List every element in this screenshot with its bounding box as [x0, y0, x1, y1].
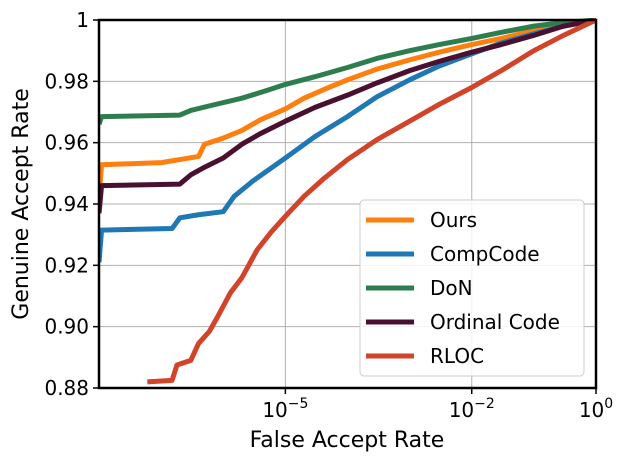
legend-label-ordinal-code: Ordinal Code	[430, 310, 560, 334]
legend-label-ours: Ours	[430, 208, 477, 232]
x-tick-label-base: 10	[449, 398, 474, 422]
x-tick-label: 100	[579, 396, 613, 422]
y-tick-label: 0.92	[44, 253, 89, 277]
x-tick-label: 10−5	[262, 396, 308, 422]
legend-label-don: DoN	[430, 276, 473, 300]
y-axis: 0.88 0.90 0.92 0.94 0.96 0.98 1	[44, 8, 99, 400]
y-tick-label: 0.90	[44, 315, 89, 339]
legend-label-rloc: RLOC	[430, 344, 484, 368]
series-line-ordinal-code	[99, 18, 596, 214]
series-line-ours	[99, 18, 596, 199]
x-tick-label-exponent: −5	[288, 396, 309, 412]
y-axis-title: Genuine Accept Rate	[9, 88, 34, 319]
y-tick-label: 0.94	[44, 192, 89, 216]
series-line-don	[99, 18, 596, 126]
y-tick-label: 0.88	[44, 376, 89, 400]
series-line-rloc	[147, 18, 596, 385]
y-tick-label: 1	[76, 8, 89, 32]
legend-label-compcode: CompCode	[430, 242, 540, 266]
legend: Ours CompCode DoN Ordinal Code RLOC	[359, 199, 585, 377]
x-tick-label: 10−2	[449, 396, 495, 422]
plot-series	[99, 18, 596, 385]
x-tick-label-base: 10	[579, 398, 604, 422]
y-tick-label: 0.98	[44, 69, 89, 93]
y-tick-label: 0.96	[44, 131, 89, 155]
x-tick-label-base: 10	[262, 398, 287, 422]
x-tick-label-exponent: −2	[474, 396, 495, 412]
x-tick-label-exponent: 0	[604, 396, 613, 412]
x-axis: 10−5 10−2 100	[262, 388, 613, 422]
legend-box	[359, 199, 585, 377]
x-axis-title: False Accept Rate	[250, 428, 445, 453]
